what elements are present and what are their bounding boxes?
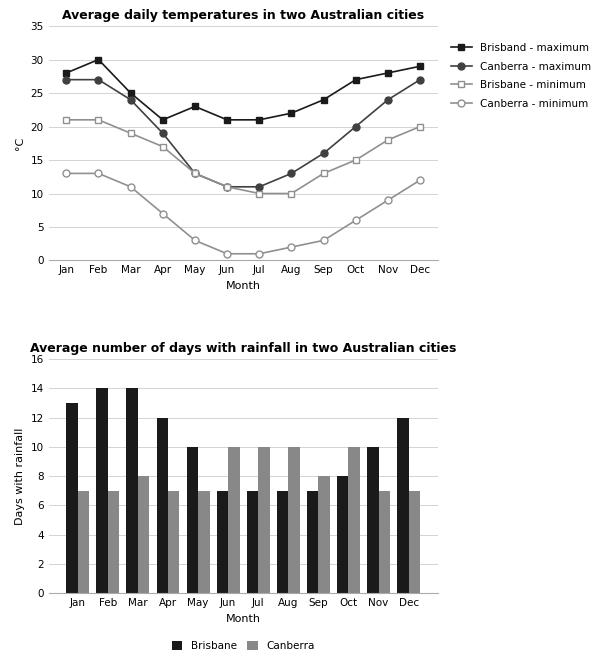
Bar	[367, 447, 379, 593]
Bar	[307, 491, 319, 593]
Y-axis label: °C: °C	[15, 137, 25, 150]
Bar	[108, 491, 119, 593]
Bar	[247, 491, 258, 593]
Bar	[187, 447, 198, 593]
Legend: Brisband - maximum, Canberra - maximum, Brisbane - minimum, Canberra - minimum: Brisband - maximum, Canberra - maximum, …	[451, 43, 591, 109]
Bar	[198, 491, 210, 593]
Bar	[216, 491, 228, 593]
Bar	[258, 447, 270, 593]
Bar	[379, 491, 390, 593]
X-axis label: Month: Month	[226, 281, 261, 291]
X-axis label: Month: Month	[226, 614, 261, 624]
Bar	[348, 447, 360, 593]
Bar	[228, 447, 240, 593]
Legend: Brisbane, Canberra: Brisbane, Canberra	[172, 641, 314, 651]
Bar	[168, 491, 179, 593]
Title: Average number of days with rainfall in two Australian cities: Average number of days with rainfall in …	[30, 342, 457, 355]
Bar	[319, 476, 330, 593]
Bar	[277, 491, 288, 593]
Bar	[409, 491, 420, 593]
Bar	[138, 476, 150, 593]
Title: Average daily temperatures in two Australian cities: Average daily temperatures in two Austra…	[62, 9, 424, 22]
Bar	[157, 417, 168, 593]
Bar	[97, 388, 108, 593]
Bar	[126, 388, 138, 593]
Bar	[337, 476, 348, 593]
Bar	[288, 447, 300, 593]
Bar	[397, 417, 409, 593]
Y-axis label: Days with rainfall: Days with rainfall	[15, 428, 25, 525]
Bar	[66, 403, 78, 593]
Bar	[78, 491, 89, 593]
